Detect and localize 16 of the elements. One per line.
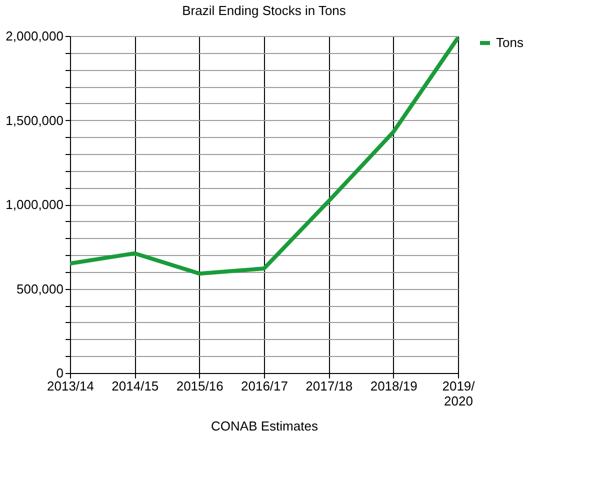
x-tick-label: 2013/14 bbox=[47, 378, 94, 394]
x-tick-label: 2018/19 bbox=[370, 378, 418, 394]
y-tick-label: 2,000,000 bbox=[6, 28, 64, 44]
x-tick-label: 2015/16 bbox=[176, 378, 224, 394]
x-tick-label: 2014/15 bbox=[112, 378, 159, 394]
x-tick-label: 2016/17 bbox=[241, 378, 288, 394]
x-tick-label: 2017/18 bbox=[306, 378, 353, 394]
line-series bbox=[68, 36, 460, 276]
y-tick-label: 1,000,000 bbox=[6, 197, 64, 212]
chart-title: Brazil Ending Stocks in Tons bbox=[182, 3, 346, 18]
y-tick-label: 1,500,000 bbox=[6, 112, 64, 128]
y-tick-label: 500,000 bbox=[16, 281, 64, 296]
y-tick-label: 0 bbox=[56, 366, 64, 380]
legend-label: Tons bbox=[496, 35, 524, 50]
x-axis-title: CONAB Estimates bbox=[211, 418, 318, 434]
x-tick-label: 2019/2020 bbox=[442, 378, 476, 408]
